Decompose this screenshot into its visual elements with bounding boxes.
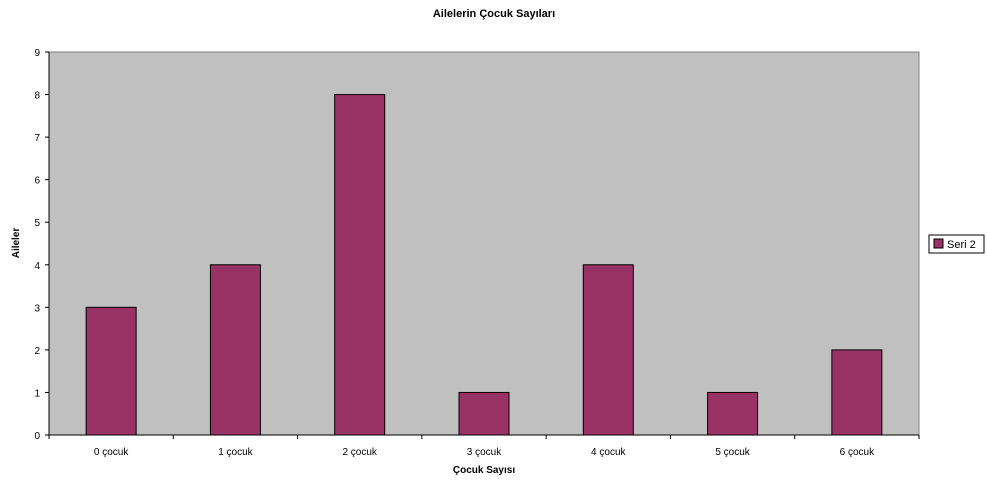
y-tick-label: 5 <box>34 218 40 229</box>
bar <box>334 94 386 436</box>
x-tick-label: 1 çocuk <box>218 447 253 458</box>
x-tick-label: 2 çocuk <box>342 447 377 458</box>
y-tick-label: 1 <box>34 388 40 399</box>
legend: Seri 2 <box>928 234 985 254</box>
chart-title: Ailelerin Çocuk Sayıları <box>433 8 555 20</box>
y-axis-title: Aileler <box>11 228 22 259</box>
bar <box>85 306 137 436</box>
bar <box>582 264 634 436</box>
legend-label: Seri 2 <box>947 239 976 251</box>
y-tick-label: 4 <box>34 261 40 272</box>
y-tick-label: 6 <box>34 176 40 187</box>
x-axis-title: Çocuk Sayısı <box>453 465 515 476</box>
y-tick-label: 0 <box>34 431 40 442</box>
bar <box>458 391 510 436</box>
y-tick-label: 8 <box>34 91 40 102</box>
bars-layer <box>85 94 883 436</box>
plot-area <box>48 51 920 436</box>
legend-swatch <box>933 238 944 249</box>
x-tick-label: 5 çocuk <box>715 447 750 458</box>
bar <box>209 264 261 436</box>
x-tick-label: 3 çocuk <box>467 447 502 458</box>
x-tick-label: 4 çocuk <box>591 447 626 458</box>
y-tick-label: 2 <box>34 346 40 357</box>
y-tick-label: 9 <box>34 48 40 59</box>
y-ticks: 0 1 2 3 4 5 6 7 8 9 <box>34 48 49 442</box>
y-tick-label: 7 <box>34 133 40 144</box>
x-ticks: 0 çocuk 1 çocuk 2 çocuk 3 çocuk 4 çocuk 5 çoc… <box>48 435 920 458</box>
bar <box>831 349 883 436</box>
x-tick-label: 6 çocuk <box>840 447 875 458</box>
bar <box>707 391 759 436</box>
y-tick-label: 3 <box>34 303 40 314</box>
x-tick-label: 0 çocuk <box>94 447 129 458</box>
